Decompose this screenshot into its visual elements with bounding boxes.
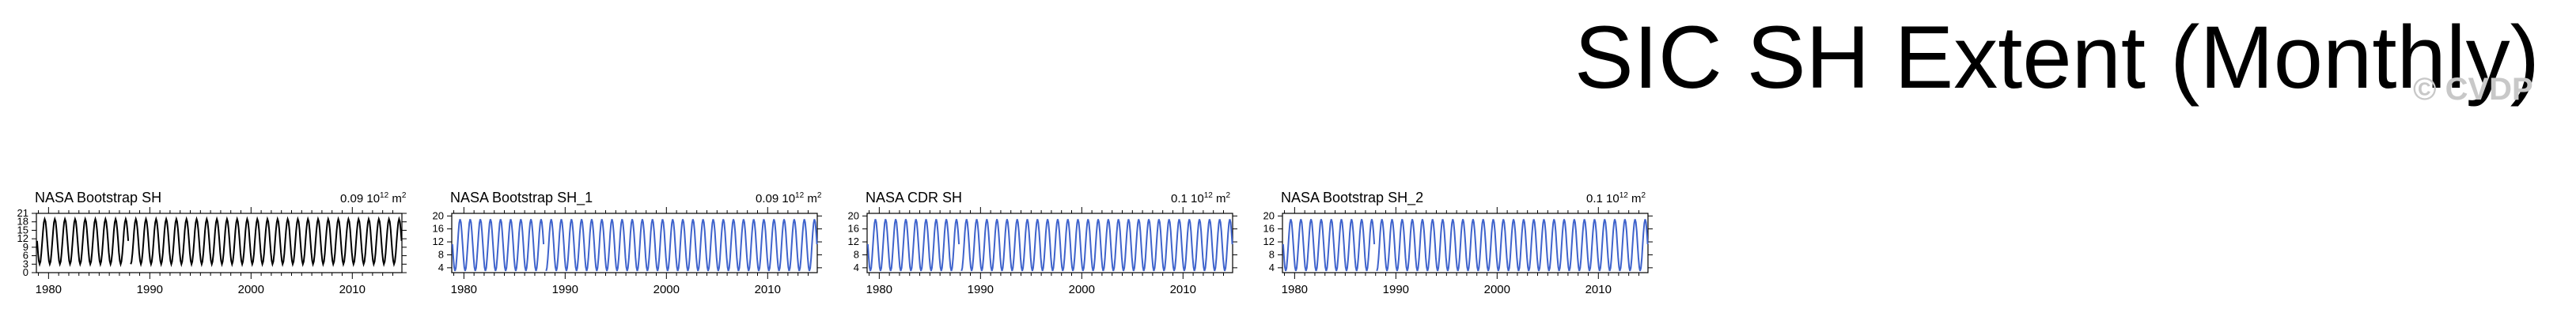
series-line bbox=[451, 219, 818, 272]
panel-title: NASA Bootstrap SH bbox=[35, 190, 162, 205]
panel-units: 0.1 1012 m2 bbox=[1586, 191, 1646, 205]
x-tick-label: 2010 bbox=[1585, 283, 1612, 296]
chart-panel-nasa-bootstrap-sh-1: NASA Bootstrap SH_1 0.09 1012 m2 1980 199… bbox=[415, 182, 827, 324]
x-tick-label: 1990 bbox=[968, 283, 994, 296]
panel-title: NASA Bootstrap SH_2 bbox=[1281, 190, 1424, 205]
y-tick-label: 12 bbox=[848, 235, 859, 247]
x-tick-label: 1980 bbox=[36, 283, 62, 296]
x-tick-label: 1980 bbox=[866, 283, 892, 296]
x-tick-label: 2010 bbox=[755, 283, 781, 296]
y-tick-label: 15 bbox=[17, 224, 28, 235]
x-tick-label: 2000 bbox=[653, 283, 680, 296]
chart-panel-nasa-bootstrap-sh: NASA Bootstrap SH 0.09 1012 m2 1980 1990 2… bbox=[0, 182, 411, 324]
y-tick-label: 16 bbox=[1263, 223, 1275, 235]
panel-title: NASA Bootstrap SH_1 bbox=[450, 190, 593, 205]
y-tick-label: 8 bbox=[854, 248, 859, 260]
x-tick-label: 2000 bbox=[1069, 283, 1095, 296]
x-tick-label: 1990 bbox=[552, 283, 578, 296]
panel-units: 0.1 1012 m2 bbox=[1171, 191, 1231, 205]
y-tick-label: 21 bbox=[17, 207, 28, 219]
plot-frame bbox=[36, 213, 403, 273]
x-tick-label: 2010 bbox=[1170, 283, 1196, 296]
watermark: © CVDP bbox=[2413, 72, 2533, 107]
x-tick-label: 2000 bbox=[1484, 283, 1510, 296]
series-line bbox=[36, 216, 403, 268]
panel-title: NASA CDR SH bbox=[866, 190, 963, 205]
y-tick-label: 0 bbox=[23, 266, 28, 278]
y-tick-label: 16 bbox=[848, 223, 859, 235]
y-tick-label: 20 bbox=[433, 209, 444, 221]
y-tick-label: 6 bbox=[23, 250, 28, 262]
x-tick-label: 2010 bbox=[339, 283, 366, 296]
y-tick-label: 12 bbox=[433, 235, 444, 247]
page-title: SIC SH Extent (Monthly) bbox=[1574, 8, 2540, 107]
y-tick-label: 9 bbox=[23, 241, 28, 253]
y-tick-label: 20 bbox=[848, 209, 859, 221]
x-tick-label: 1990 bbox=[1383, 283, 1409, 296]
y-tick-label: 4 bbox=[1269, 262, 1275, 273]
y-tick-label: 3 bbox=[23, 258, 28, 269]
y-tick-label: 18 bbox=[17, 216, 28, 228]
y-tick-label: 16 bbox=[433, 223, 444, 235]
y-tick-label: 8 bbox=[438, 248, 444, 260]
y-tick-label: 4 bbox=[854, 262, 859, 273]
y-tick-label: 20 bbox=[1263, 209, 1275, 221]
y-tick-label: 12 bbox=[17, 232, 28, 244]
chart-panel-nasa-bootstrap-sh-2: NASA Bootstrap SH_2 0.1 1012 m2 1980 1990… bbox=[1246, 182, 1657, 324]
x-tick-label: 1980 bbox=[1282, 283, 1308, 296]
series-line bbox=[1282, 219, 1649, 272]
y-tick-label: 8 bbox=[1269, 248, 1275, 260]
y-tick-label: 4 bbox=[438, 262, 444, 273]
series-line bbox=[866, 219, 1233, 272]
x-tick-label: 1980 bbox=[451, 283, 477, 296]
chart-panel-nasa-cdr-sh: NASA CDR SH 0.1 1012 m2 1980 1990 2000 2010… bbox=[831, 182, 1242, 324]
y-tick-label: 12 bbox=[1263, 235, 1275, 247]
panel-units: 0.09 1012 m2 bbox=[340, 191, 407, 205]
x-tick-label: 2000 bbox=[238, 283, 264, 296]
x-tick-label: 1990 bbox=[137, 283, 163, 296]
panel-units: 0.09 1012 m2 bbox=[756, 191, 822, 205]
